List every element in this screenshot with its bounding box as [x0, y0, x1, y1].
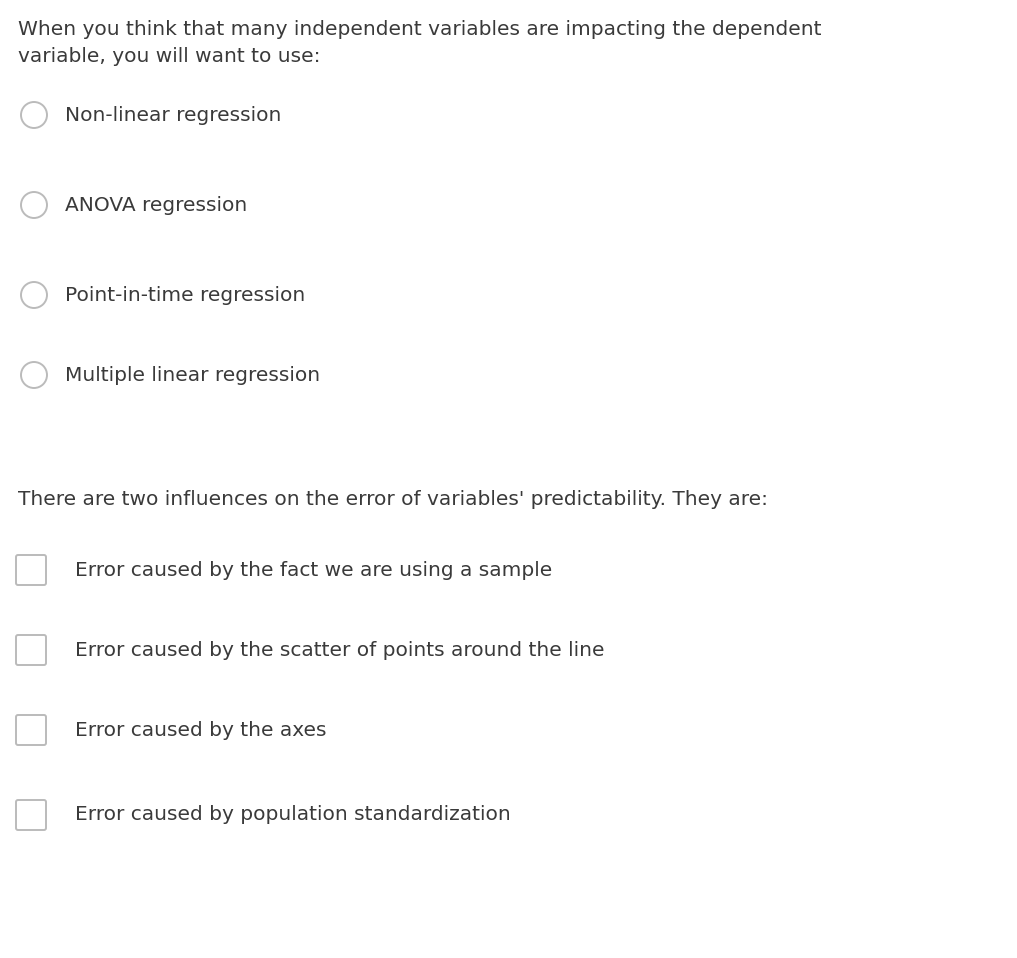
Text: Point-in-time regression: Point-in-time regression — [65, 285, 305, 305]
Text: Multiple linear regression: Multiple linear regression — [65, 366, 320, 384]
Text: Error caused by the scatter of points around the line: Error caused by the scatter of points ar… — [75, 641, 604, 659]
Text: Error caused by the fact we are using a sample: Error caused by the fact we are using a … — [75, 560, 552, 580]
Text: There are two influences on the error of variables' predictability. They are:: There are two influences on the error of… — [18, 490, 768, 509]
Text: When you think that many independent variables are impacting the dependent
varia: When you think that many independent var… — [18, 20, 822, 65]
Text: ANOVA regression: ANOVA regression — [65, 195, 247, 215]
Text: Error caused by the axes: Error caused by the axes — [75, 720, 326, 740]
Text: Non-linear regression: Non-linear regression — [65, 105, 282, 125]
Text: Error caused by population standardization: Error caused by population standardizati… — [75, 806, 511, 825]
